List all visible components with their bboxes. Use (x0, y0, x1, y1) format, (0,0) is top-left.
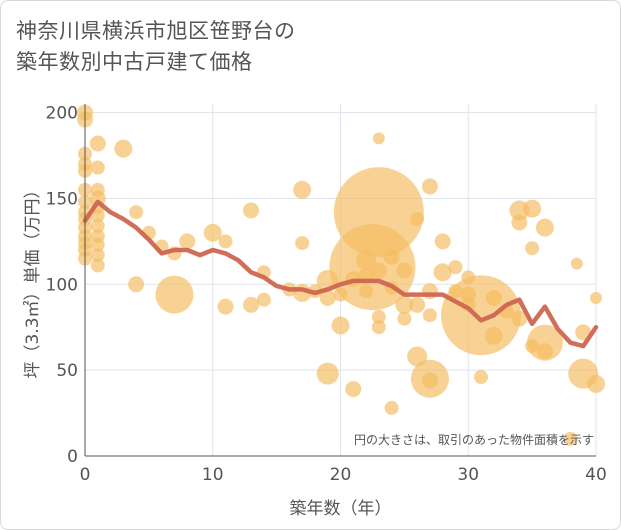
bubble-point (395, 295, 414, 314)
x-tick-label: 40 (585, 465, 607, 485)
x-tick-label: 0 (80, 465, 91, 485)
x-axis-label: 築年数（年） (290, 499, 392, 519)
bubble-point (256, 292, 271, 307)
bubble-point (433, 263, 452, 282)
trend-line (82, 199, 599, 349)
bubble-point (526, 324, 563, 361)
bubble-point (372, 132, 385, 145)
y-tick-label: 0 (67, 447, 78, 467)
bubble-point (89, 135, 106, 152)
bubble-point (410, 212, 425, 227)
bubble-point (511, 310, 528, 327)
bubble-point (409, 296, 426, 313)
bubble-point (90, 258, 105, 273)
size-annotation: 円の大きさは、取引のあった物件面積を示す (354, 432, 594, 447)
bubble-point (587, 374, 605, 393)
bubble-point (90, 237, 105, 252)
bubble-point (128, 276, 145, 293)
chart-title: 神奈川県横浜市旭区笹野台の 築年数別中古戸建て価格 (16, 16, 296, 78)
bubble-point (474, 370, 489, 385)
y-tick-label: 200 (46, 104, 78, 124)
bubble-point (90, 218, 105, 233)
x-tick-label: 10 (202, 465, 224, 485)
bubble-point (203, 223, 222, 242)
bubble-point (570, 257, 583, 270)
bubble-point (383, 248, 400, 265)
x-tick-label: 20 (330, 465, 352, 485)
chart-title-line-1: 神奈川県横浜市旭区笹野台の (16, 19, 296, 43)
bubble-point (523, 199, 542, 218)
bubble-point (384, 400, 399, 415)
bubble-point (243, 202, 260, 219)
bubble-point (421, 372, 438, 389)
bubble-point (319, 290, 336, 307)
y-tick-label: 100 (46, 275, 78, 295)
bubble-point (129, 205, 144, 220)
bubble-point (536, 343, 553, 360)
bubble-point (371, 320, 386, 335)
bubble-point (396, 262, 413, 279)
bubble-point (331, 316, 350, 335)
trend-layer (82, 199, 599, 349)
bubble-point (218, 234, 233, 249)
bubble-point (422, 308, 437, 323)
bubble-point (484, 326, 503, 345)
bubble-point (90, 208, 105, 223)
bubble-point (90, 160, 105, 175)
bubble-point (563, 431, 578, 446)
bubble-point (485, 290, 502, 307)
bubble-point (397, 311, 412, 326)
bubble-point (179, 233, 196, 250)
bubble-point (243, 296, 260, 313)
y-axis-label: 坪（3.3㎡）単価（万円） (23, 181, 43, 378)
y-tick-label: 150 (46, 189, 78, 209)
bubble-point (525, 241, 540, 256)
y-tick-label: 50 (56, 361, 78, 381)
bubble-point (114, 139, 133, 158)
bubble-point (155, 275, 194, 314)
bubble-point (511, 214, 528, 231)
bubble-point (293, 180, 312, 199)
axes: 0 10 20 30 40 0 50 100 150 200 (46, 104, 607, 485)
bubble-point (590, 292, 602, 305)
chart-title-line-2: 築年数別中古戸建て価格 (16, 50, 253, 74)
bubble-point (535, 218, 554, 237)
bubble-point (371, 309, 386, 324)
bubble-point (448, 260, 463, 275)
bubble-point (90, 248, 105, 263)
bubble-point (345, 381, 362, 398)
bubble-point (217, 298, 234, 315)
bubble-point (434, 233, 451, 250)
bubble-point (295, 236, 310, 251)
bubble-point (421, 178, 438, 195)
bubble-point (370, 262, 387, 279)
bubble-point (316, 362, 339, 385)
x-tick-label: 30 (457, 465, 479, 485)
